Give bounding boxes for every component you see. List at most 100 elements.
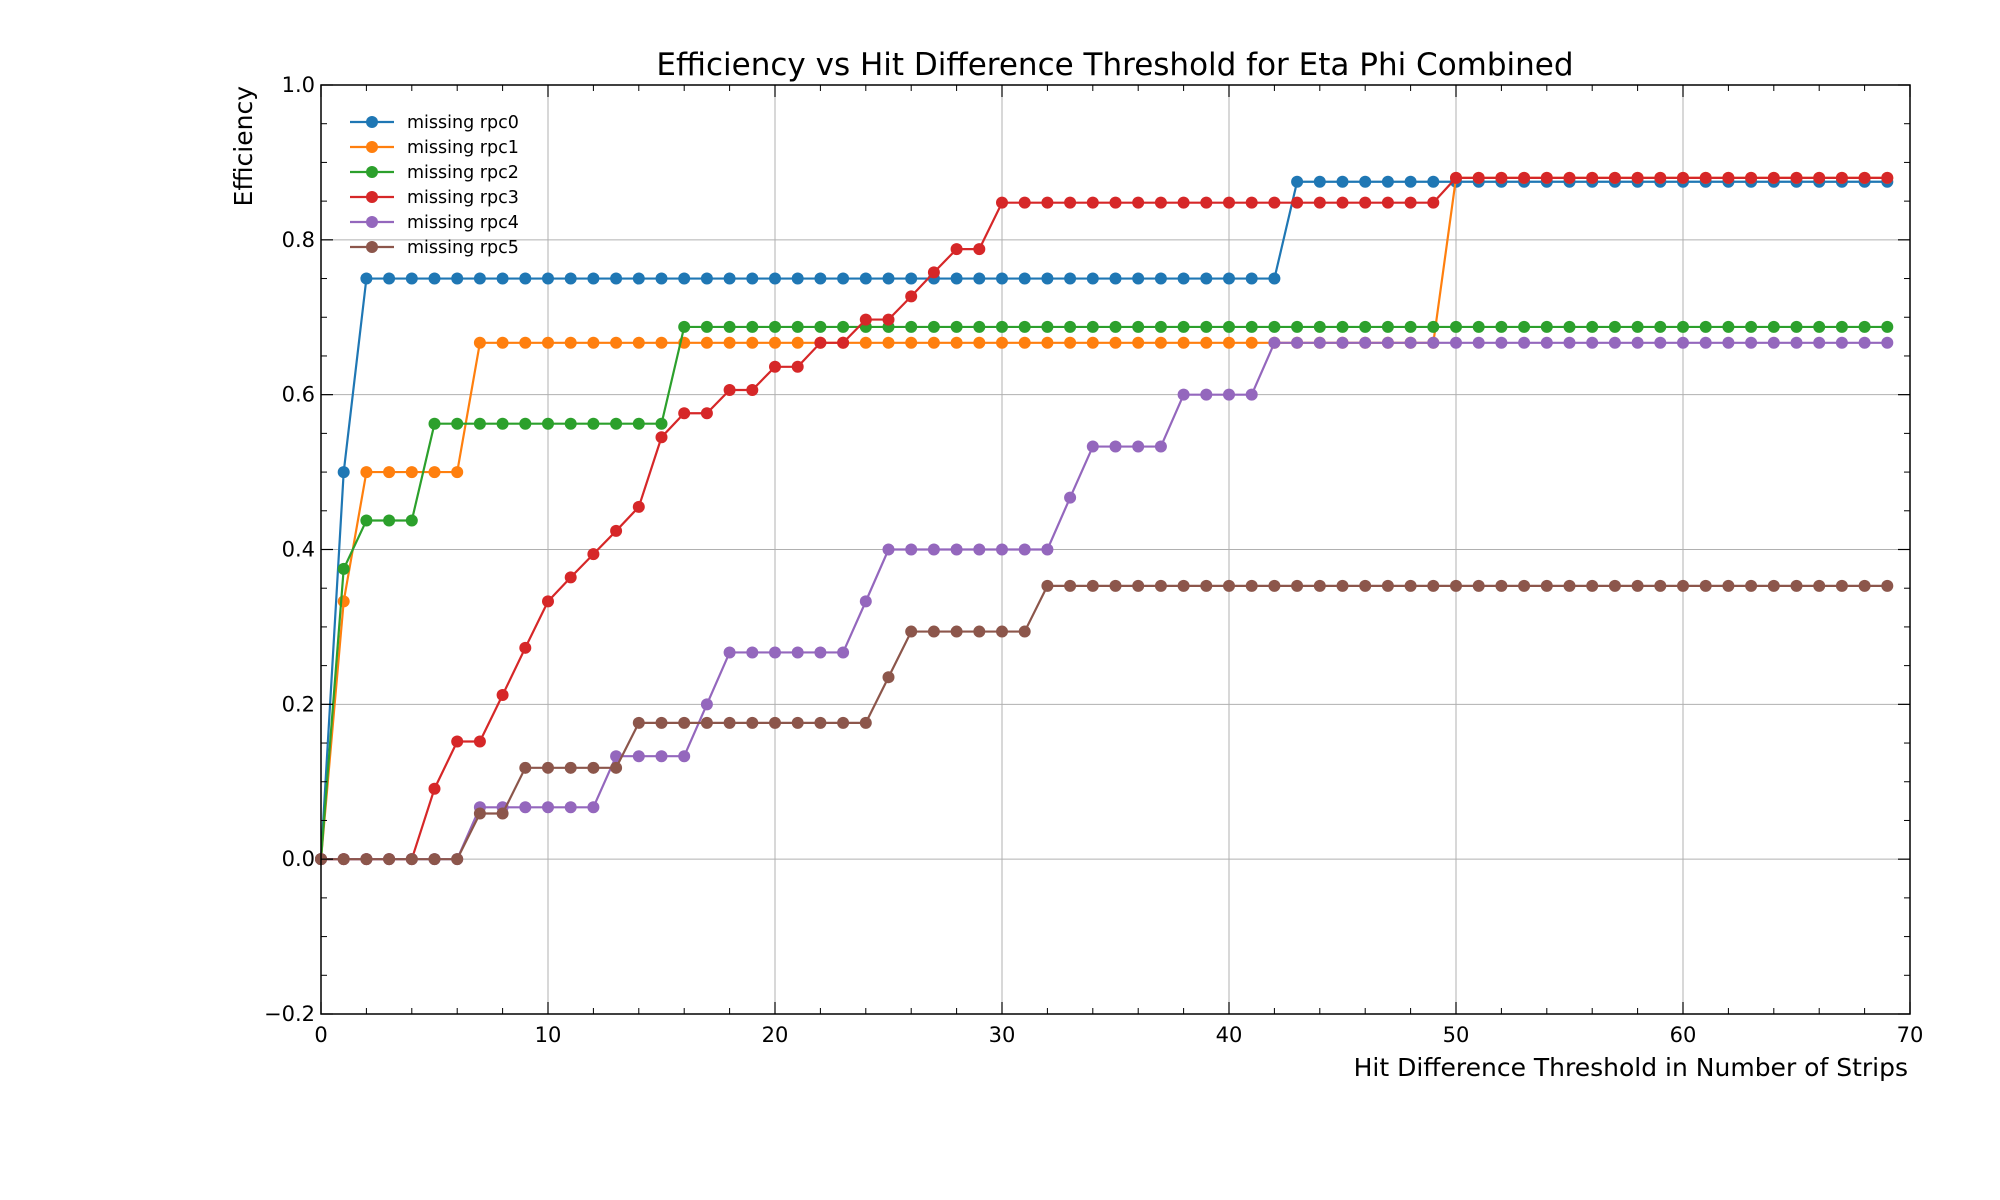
data-point	[882, 313, 895, 326]
data-point	[1563, 579, 1576, 592]
data-point	[337, 466, 350, 479]
data-point	[1245, 320, 1258, 333]
data-point	[1313, 196, 1326, 209]
data-point	[519, 417, 532, 430]
data-point	[1359, 579, 1372, 592]
data-point	[769, 646, 781, 659]
data-point	[1586, 336, 1599, 349]
data-point	[655, 750, 668, 763]
data-point	[1109, 579, 1122, 592]
y-axis-label: Efficiency	[229, 86, 258, 207]
data-point	[1790, 579, 1803, 592]
data-point	[428, 417, 441, 430]
data-point	[383, 466, 396, 479]
legend-marker	[366, 191, 378, 203]
data-point	[1813, 579, 1826, 592]
data-point	[859, 336, 872, 349]
data-point	[1268, 320, 1281, 333]
data-point	[950, 243, 963, 256]
data-point	[1154, 440, 1167, 453]
data-point	[1313, 320, 1326, 333]
legend: missing rpc0 missing rpc1 missing rpc2 miss…	[350, 113, 519, 258]
data-point	[1404, 579, 1417, 592]
data-point	[496, 807, 509, 820]
data-point	[905, 272, 918, 285]
data-point	[746, 384, 759, 397]
data-point	[1858, 320, 1871, 333]
data-point	[678, 272, 691, 285]
data-point	[337, 562, 350, 575]
y-tick-label: 0.6	[282, 383, 315, 407]
data-point	[700, 272, 713, 285]
data-point	[1858, 171, 1871, 184]
data-point	[655, 336, 668, 349]
data-point	[1540, 320, 1553, 333]
data-point	[1813, 336, 1826, 349]
data-point	[769, 716, 781, 729]
data-point	[587, 801, 600, 814]
data-point	[996, 336, 1008, 349]
data-point	[791, 336, 804, 349]
data-point	[473, 807, 486, 820]
data-point	[1427, 196, 1440, 209]
data-point	[451, 417, 464, 430]
data-point	[587, 417, 600, 430]
data-point	[746, 336, 759, 349]
data-point	[950, 272, 963, 285]
data-point	[655, 417, 668, 430]
y-tick-label: 0.0	[282, 847, 315, 871]
data-point	[1404, 196, 1417, 209]
data-point	[542, 801, 554, 814]
data-point	[1495, 579, 1508, 592]
chart-title: Efficiency vs Hit Difference Threshold f…	[656, 47, 1573, 83]
data-point	[1245, 388, 1258, 401]
data-point	[1563, 320, 1576, 333]
data-point	[973, 320, 986, 333]
data-point	[564, 336, 577, 349]
data-point	[1586, 579, 1599, 592]
data-point	[723, 384, 736, 397]
data-point	[451, 853, 464, 866]
legend-label: missing rpc1	[407, 138, 519, 158]
data-point	[1767, 579, 1780, 592]
data-point	[610, 417, 623, 430]
data-point	[1245, 579, 1258, 592]
data-point	[973, 272, 986, 285]
data-point	[587, 336, 600, 349]
data-point	[564, 272, 577, 285]
data-point	[1200, 272, 1213, 285]
data-point	[882, 671, 895, 684]
data-point	[837, 646, 850, 659]
data-point	[542, 336, 554, 349]
data-point	[1677, 336, 1689, 349]
data-point	[337, 853, 350, 866]
legend-marker	[366, 141, 378, 153]
data-point	[1654, 579, 1667, 592]
data-point	[1699, 171, 1712, 184]
data-point	[1268, 272, 1281, 285]
data-point	[1245, 272, 1258, 285]
data-point	[723, 320, 736, 333]
data-point	[496, 417, 509, 430]
y-tick-label: 1.0	[282, 73, 315, 97]
data-point	[564, 761, 577, 774]
data-point	[1291, 336, 1304, 349]
data-point	[496, 689, 509, 702]
data-point	[1677, 320, 1689, 333]
data-point	[1586, 171, 1599, 184]
data-point	[451, 466, 464, 479]
data-point	[610, 336, 623, 349]
data-point	[1018, 543, 1031, 556]
data-point	[1881, 336, 1894, 349]
data-point	[882, 272, 895, 285]
data-point	[1200, 579, 1213, 592]
data-point	[405, 272, 418, 285]
data-point	[769, 336, 781, 349]
data-point	[473, 735, 486, 748]
data-point	[1381, 175, 1394, 188]
x-tick-label: 0	[314, 1023, 327, 1047]
data-point	[1064, 196, 1077, 209]
data-point	[859, 716, 872, 729]
legend-item: missing rpc5	[350, 238, 519, 258]
data-point	[1086, 320, 1099, 333]
